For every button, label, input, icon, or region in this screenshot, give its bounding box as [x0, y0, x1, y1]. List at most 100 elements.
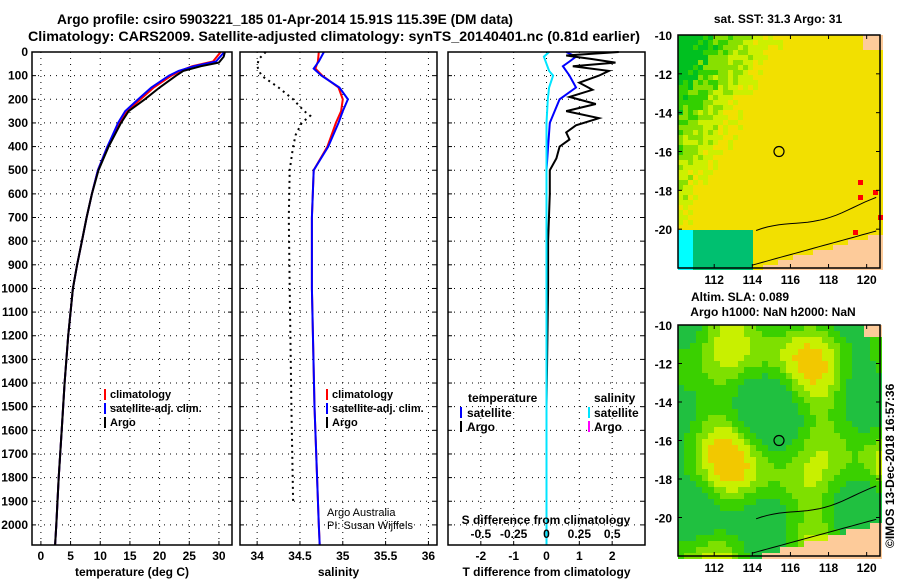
map-cell: [876, 439, 882, 445]
map-cell: [743, 45, 748, 50]
map-cell: [688, 155, 693, 160]
map-cell: [864, 469, 870, 475]
map-cell: [714, 337, 720, 343]
map-cell: [853, 250, 858, 255]
map-cell: [726, 379, 732, 385]
map-cell: [818, 140, 823, 145]
map-cell: [823, 45, 828, 50]
map-cell: [808, 135, 813, 140]
map-cell: [678, 445, 684, 451]
map-cell: [810, 415, 816, 421]
map-cell: [678, 391, 684, 397]
map-cell: [698, 35, 703, 40]
map-cell: [714, 403, 720, 409]
map-cell: [864, 367, 870, 373]
map-cell: [738, 493, 744, 499]
map-cell: [823, 225, 828, 230]
map-cell: [732, 439, 738, 445]
map-cell: [818, 65, 823, 70]
map-cell: [678, 547, 684, 553]
map-cell: [783, 200, 788, 205]
series-argo: [54, 51, 226, 546]
map-cell: [843, 105, 848, 110]
map-cell: [708, 75, 713, 80]
map-cell: [702, 487, 708, 493]
map-cell: [786, 379, 792, 385]
map-cell: [822, 349, 828, 355]
map-cell: [756, 403, 762, 409]
map-cell: [783, 230, 788, 235]
map-cell: [720, 355, 726, 361]
map-cell: [744, 505, 750, 511]
map-cell: [816, 451, 822, 457]
map-cell: [828, 165, 833, 170]
map-cell: [833, 100, 838, 105]
map-cell: [803, 35, 808, 40]
map-cell: [748, 230, 753, 235]
map-cell: [804, 361, 810, 367]
map-cell: [822, 403, 828, 409]
map-cell: [843, 255, 848, 260]
map-cell: [733, 230, 738, 235]
map-cell: [738, 120, 743, 125]
map-cell: [768, 439, 774, 445]
map-cell: [828, 343, 834, 349]
map-cell: [713, 75, 718, 80]
map-cell: [863, 215, 868, 220]
map-cell: [684, 427, 690, 433]
map-cell: [732, 421, 738, 427]
map-cell: [778, 135, 783, 140]
map-cell: [750, 457, 756, 463]
lon-tick-label: 120: [857, 561, 877, 575]
map-cell: [728, 225, 733, 230]
map-cell: [738, 70, 743, 75]
map-cell: [688, 190, 693, 195]
map-cell: [768, 541, 774, 547]
map-cell: [733, 225, 738, 230]
map-cell: [810, 421, 816, 427]
map-cell: [708, 517, 714, 523]
map-cell: [708, 120, 713, 125]
map-cell: [864, 463, 870, 469]
map-cell: [793, 40, 798, 45]
map-cell: [708, 185, 713, 190]
map-cell: [828, 541, 834, 547]
map-cell: [756, 439, 762, 445]
map-cell: [698, 65, 703, 70]
map-cell: [744, 403, 750, 409]
map-cell: [818, 95, 823, 100]
map-cell: [693, 40, 698, 45]
map-cell: [774, 493, 780, 499]
map-cell: [693, 50, 698, 55]
map-cell: [733, 235, 738, 240]
map-cell: [702, 457, 708, 463]
map-cell: [870, 529, 876, 535]
map-cell: [863, 65, 868, 70]
map-cell: [773, 255, 778, 260]
map-cell: [823, 125, 828, 130]
map-cell: [798, 529, 804, 535]
map-cell: [804, 373, 810, 379]
map-cell: [792, 433, 798, 439]
map-cell: [798, 80, 803, 85]
map-cell: [864, 451, 870, 457]
map-cell: [744, 523, 750, 529]
map-cell: [693, 65, 698, 70]
map-cell: [768, 517, 774, 523]
legend-swatch: [588, 407, 590, 418]
map-cell: [738, 170, 743, 175]
map-cell: [763, 180, 768, 185]
map-cell: [733, 105, 738, 110]
map-cell: [858, 469, 864, 475]
map-cell: [828, 175, 833, 180]
map-cell: [738, 105, 743, 110]
map-cell: [703, 110, 708, 115]
map-cell: [810, 331, 816, 337]
map-cell: [738, 215, 743, 220]
map-cell: [733, 260, 738, 265]
map-cell: [798, 487, 804, 493]
map-cell: [846, 517, 852, 523]
map-cell: [852, 409, 858, 415]
map-cell: [708, 150, 713, 155]
